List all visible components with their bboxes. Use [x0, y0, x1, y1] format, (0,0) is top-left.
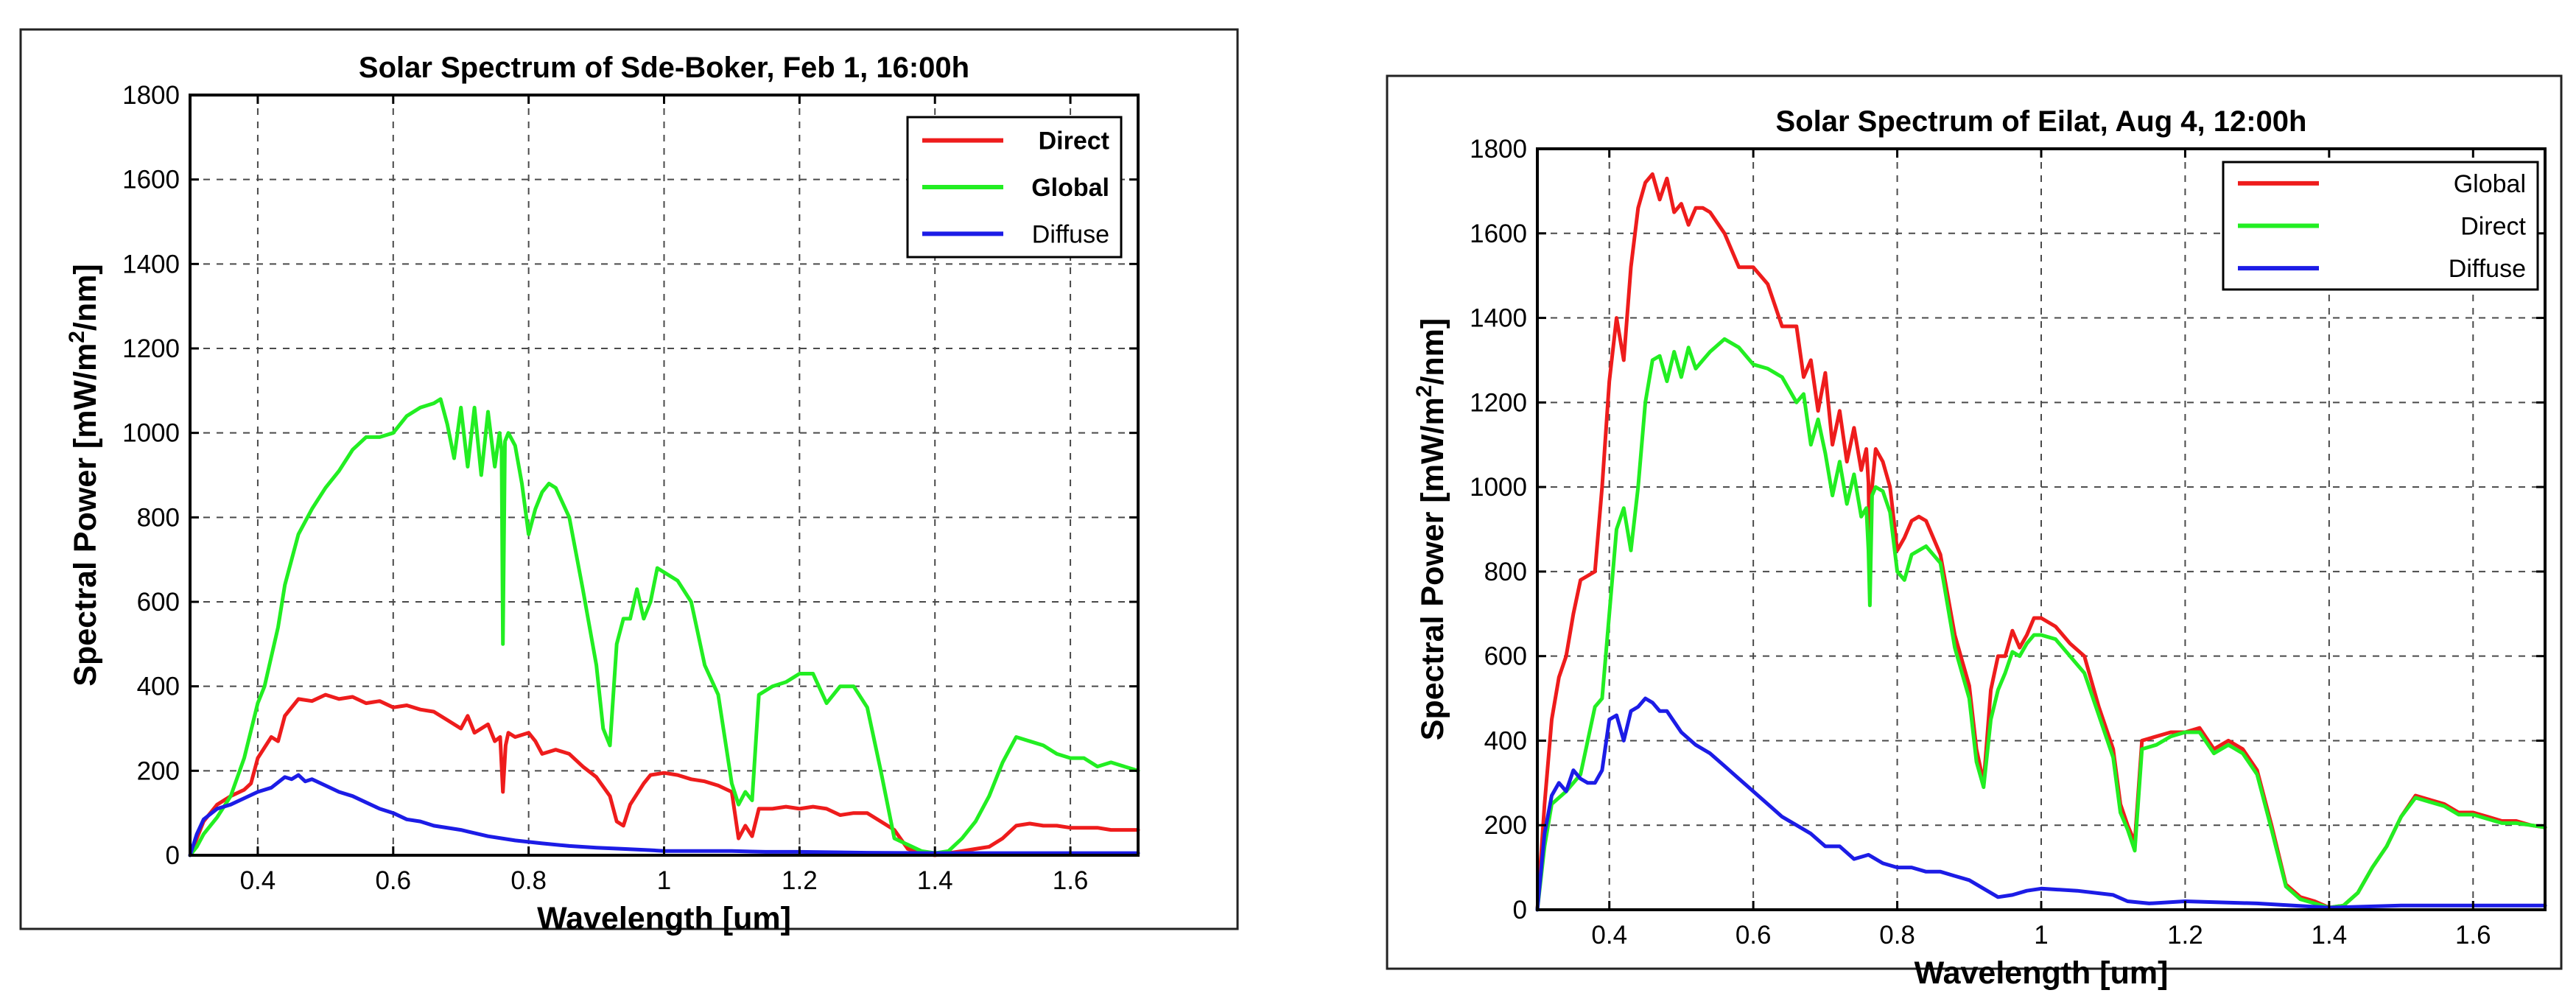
- legend-label-global: Global: [2454, 170, 2526, 198]
- y-tick-label: 800: [1484, 558, 1527, 586]
- y-tick-label: 1200: [122, 334, 180, 363]
- y-tick-label: 200: [137, 757, 180, 785]
- y-axis-title: Spectral Power [mW/m2/nm]: [1412, 318, 1451, 740]
- y-tick-label: 1200: [1470, 388, 1527, 417]
- plot-series-group: [1535, 172, 2547, 912]
- x-tick-label: 0.8: [510, 866, 547, 895]
- x-tick-label: 1: [657, 866, 671, 895]
- y-tick-label: 1600: [1470, 220, 1527, 248]
- legend: Global Direct Diffuse: [2222, 161, 2539, 291]
- y-tick-label: 1800: [1470, 135, 1527, 164]
- y-tick-label: 1800: [122, 81, 180, 110]
- legend-label-direct: Direct: [2460, 213, 2526, 241]
- plot-series-group: [188, 397, 1140, 857]
- x-axis-title: Wavelength [um]: [1915, 955, 2169, 991]
- series-line-diffuse: [188, 773, 1140, 857]
- legend-label-diffuse: Diffuse: [2449, 255, 2526, 283]
- y-axis-title-unit: /nm]: [68, 264, 103, 331]
- x-tick-label: 1.4: [2312, 921, 2348, 950]
- legend: Direct Global Diffuse: [906, 116, 1123, 259]
- y-tick-label: 200: [1484, 811, 1527, 840]
- y-tick-label: 1400: [1470, 304, 1527, 333]
- y-tick-label: 1000: [122, 419, 180, 448]
- x-tick-label: 1.2: [782, 866, 818, 895]
- series-line-global: [1535, 172, 2547, 912]
- chart-title: Solar Spectrum of Sde-Boker, Feb 1, 16:0…: [359, 52, 969, 84]
- y-axis-title: Spectral Power [mW/m2/nm]: [65, 264, 104, 686]
- legend-label-diffuse: Diffuse: [1032, 220, 1109, 248]
- y-axis-title-superscript: 2: [65, 331, 89, 343]
- y-axis-title-superscript: 2: [1412, 385, 1436, 398]
- y-tick-label: 1600: [122, 166, 180, 194]
- y-tick-label: 1000: [1470, 473, 1527, 502]
- x-tick-label: 0.6: [375, 866, 411, 895]
- y-tick-label: 600: [137, 588, 180, 617]
- legend-label-global: Global: [1031, 174, 1109, 202]
- x-tick-label: 1.6: [1053, 866, 1089, 895]
- x-tick-label: 1.4: [917, 866, 953, 895]
- legend-label-direct: Direct: [1039, 127, 1109, 155]
- x-tick-label: 0.4: [240, 866, 276, 895]
- x-tick-label: 1.2: [2167, 921, 2203, 950]
- y-tick-label: 1400: [122, 250, 180, 278]
- x-tick-label: 1.6: [2455, 921, 2491, 950]
- x-tick-label: 0.8: [1879, 921, 1915, 950]
- x-axis-title: Wavelength [um]: [537, 901, 791, 936]
- x-tick-label: 1: [2034, 921, 2048, 950]
- chart-title: Solar Spectrum of Eilat, Aug 4, 12:00h: [1776, 105, 2307, 138]
- series-line-direct: [1535, 337, 2547, 912]
- y-tick-label: 600: [1484, 642, 1527, 671]
- chart-eilat: 0.4 0.6 0.8 1 1.2 1.4 1.6 0 200 400 600 800 1000 1200…: [1386, 74, 2563, 991]
- y-tick-label: 400: [1484, 726, 1527, 755]
- y-tick-label: 0: [1513, 896, 1527, 924]
- y-axis-title-unit: /nm]: [1415, 318, 1450, 385]
- x-tick-label: 0.6: [1736, 921, 1772, 950]
- chart-sde-boker: 0.4 0.6 0.8 1 1.2 1.4 1.6 0 200 400 600 800 1000 1200…: [19, 28, 1239, 936]
- y-tick-label: 800: [137, 503, 180, 532]
- y-tick-label: 0: [166, 841, 180, 870]
- x-tick-label: 0.4: [1591, 921, 1627, 950]
- y-tick-label: 400: [137, 673, 180, 701]
- y-axis-title-main: Spectral Power [mW/m: [68, 343, 103, 687]
- series-line-diffuse: [1535, 696, 2547, 912]
- y-axis-title-main: Spectral Power [mW/m: [1415, 397, 1450, 740]
